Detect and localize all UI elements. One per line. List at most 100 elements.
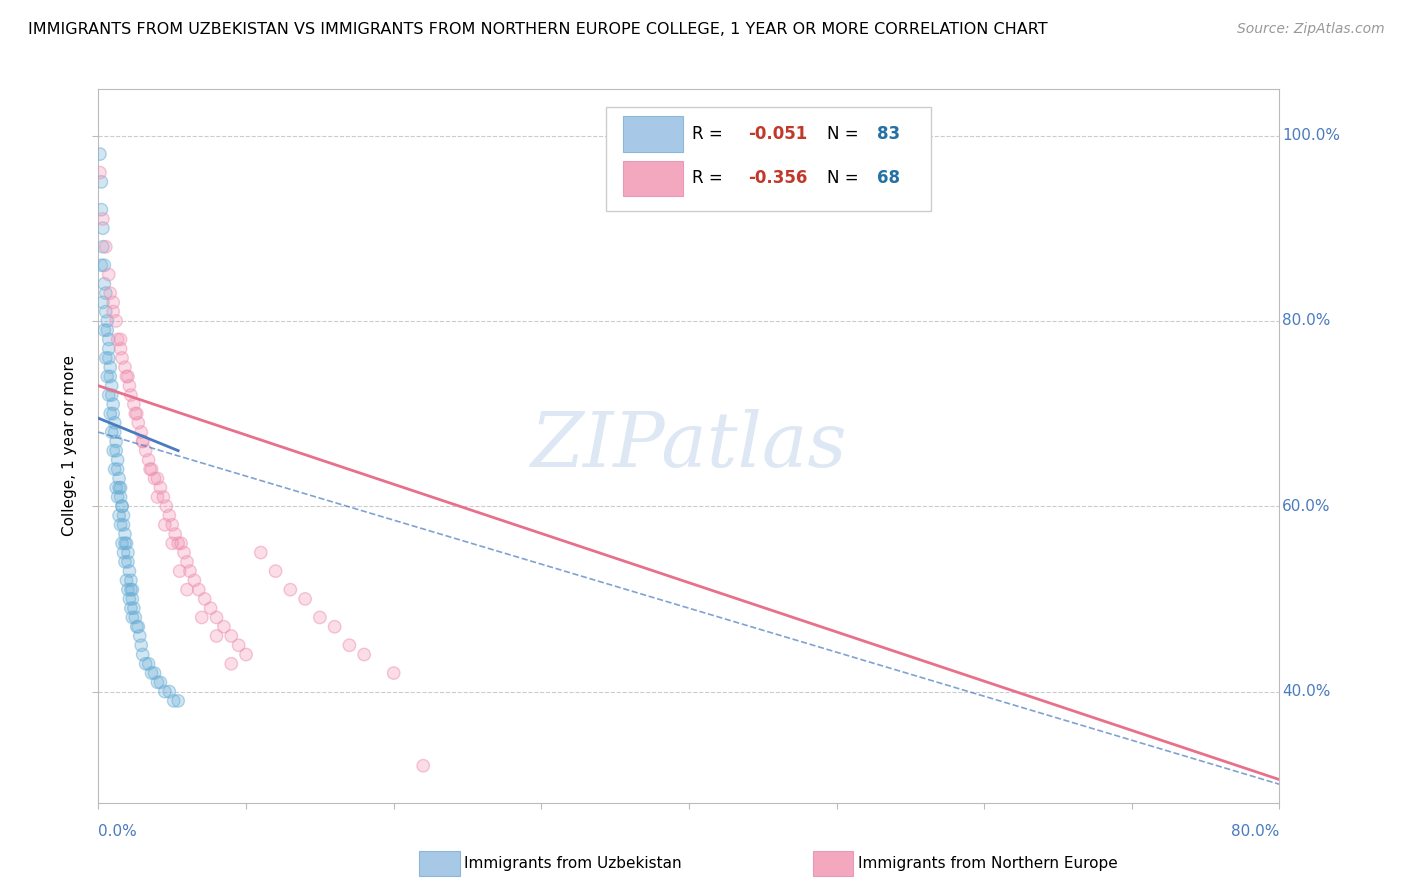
Point bbox=[235, 648, 257, 662]
Point bbox=[97, 342, 120, 356]
Point bbox=[121, 610, 143, 624]
Point bbox=[96, 323, 118, 337]
Point bbox=[176, 555, 198, 569]
Point bbox=[309, 610, 332, 624]
Point bbox=[93, 323, 115, 337]
Point bbox=[93, 323, 115, 337]
Text: R =: R = bbox=[693, 169, 728, 187]
Point bbox=[110, 342, 132, 356]
Point bbox=[323, 620, 346, 634]
Point bbox=[111, 351, 134, 365]
Point bbox=[146, 471, 169, 485]
Point bbox=[104, 416, 127, 430]
Point bbox=[278, 582, 302, 597]
Point bbox=[114, 536, 136, 550]
Point bbox=[165, 527, 187, 541]
Point bbox=[124, 407, 146, 421]
Point bbox=[114, 536, 136, 550]
Point bbox=[103, 443, 125, 458]
Point bbox=[143, 666, 166, 681]
Point bbox=[191, 610, 214, 624]
Point bbox=[118, 591, 141, 606]
Text: N =: N = bbox=[827, 169, 865, 187]
Point bbox=[149, 675, 172, 690]
Point bbox=[135, 443, 157, 458]
Point bbox=[107, 453, 129, 467]
Point bbox=[170, 536, 193, 550]
Point bbox=[105, 434, 128, 449]
Point bbox=[135, 443, 157, 458]
Point bbox=[98, 286, 121, 301]
Point bbox=[115, 574, 138, 588]
Point bbox=[124, 610, 146, 624]
FancyBboxPatch shape bbox=[623, 161, 683, 196]
Point bbox=[117, 555, 139, 569]
Point bbox=[91, 211, 114, 226]
Point bbox=[93, 258, 115, 272]
Point bbox=[97, 388, 120, 402]
Point bbox=[98, 360, 121, 375]
Point bbox=[114, 360, 136, 375]
Point bbox=[205, 610, 228, 624]
Point bbox=[89, 166, 111, 180]
Point bbox=[96, 369, 118, 384]
Point bbox=[167, 536, 190, 550]
Point bbox=[129, 425, 152, 439]
Point bbox=[94, 240, 117, 254]
Point bbox=[97, 388, 120, 402]
Point bbox=[132, 434, 155, 449]
Point bbox=[194, 591, 217, 606]
Point bbox=[111, 500, 134, 514]
Point bbox=[121, 582, 143, 597]
Point bbox=[98, 407, 121, 421]
Point bbox=[97, 333, 120, 347]
Point bbox=[114, 527, 136, 541]
Text: 80.0%: 80.0% bbox=[1282, 313, 1330, 328]
Point bbox=[139, 462, 162, 476]
Point bbox=[98, 407, 121, 421]
Point bbox=[89, 147, 111, 161]
Point bbox=[149, 481, 172, 495]
Point bbox=[169, 564, 191, 578]
Point bbox=[97, 351, 120, 365]
Point bbox=[382, 666, 405, 681]
Point bbox=[107, 453, 129, 467]
Text: 80.0%: 80.0% bbox=[1232, 824, 1279, 839]
Point bbox=[138, 657, 160, 671]
Point bbox=[187, 582, 209, 597]
FancyBboxPatch shape bbox=[606, 107, 931, 211]
Point bbox=[127, 416, 149, 430]
Point bbox=[103, 407, 125, 421]
Point bbox=[100, 378, 122, 392]
Point bbox=[235, 648, 257, 662]
Point bbox=[219, 657, 242, 671]
Point bbox=[104, 462, 127, 476]
Point bbox=[124, 407, 146, 421]
Point bbox=[200, 601, 222, 615]
Point bbox=[309, 610, 332, 624]
Point bbox=[153, 517, 176, 532]
Point bbox=[141, 666, 163, 681]
Point bbox=[110, 481, 132, 495]
Point bbox=[125, 620, 148, 634]
Point bbox=[200, 601, 222, 615]
Point bbox=[100, 425, 122, 439]
Point bbox=[121, 610, 143, 624]
Point bbox=[114, 555, 136, 569]
Point bbox=[90, 258, 112, 272]
Point bbox=[191, 610, 214, 624]
Point bbox=[122, 601, 145, 615]
Point bbox=[149, 675, 172, 690]
Point bbox=[412, 758, 434, 772]
Point bbox=[110, 333, 132, 347]
Point bbox=[105, 314, 128, 328]
Point bbox=[122, 397, 145, 411]
Point bbox=[114, 527, 136, 541]
Point bbox=[212, 620, 235, 634]
Point bbox=[132, 434, 155, 449]
Point bbox=[110, 490, 132, 504]
Text: 0.0%: 0.0% bbox=[98, 824, 138, 839]
Point bbox=[173, 545, 195, 559]
Point bbox=[205, 629, 228, 643]
Point bbox=[107, 490, 129, 504]
